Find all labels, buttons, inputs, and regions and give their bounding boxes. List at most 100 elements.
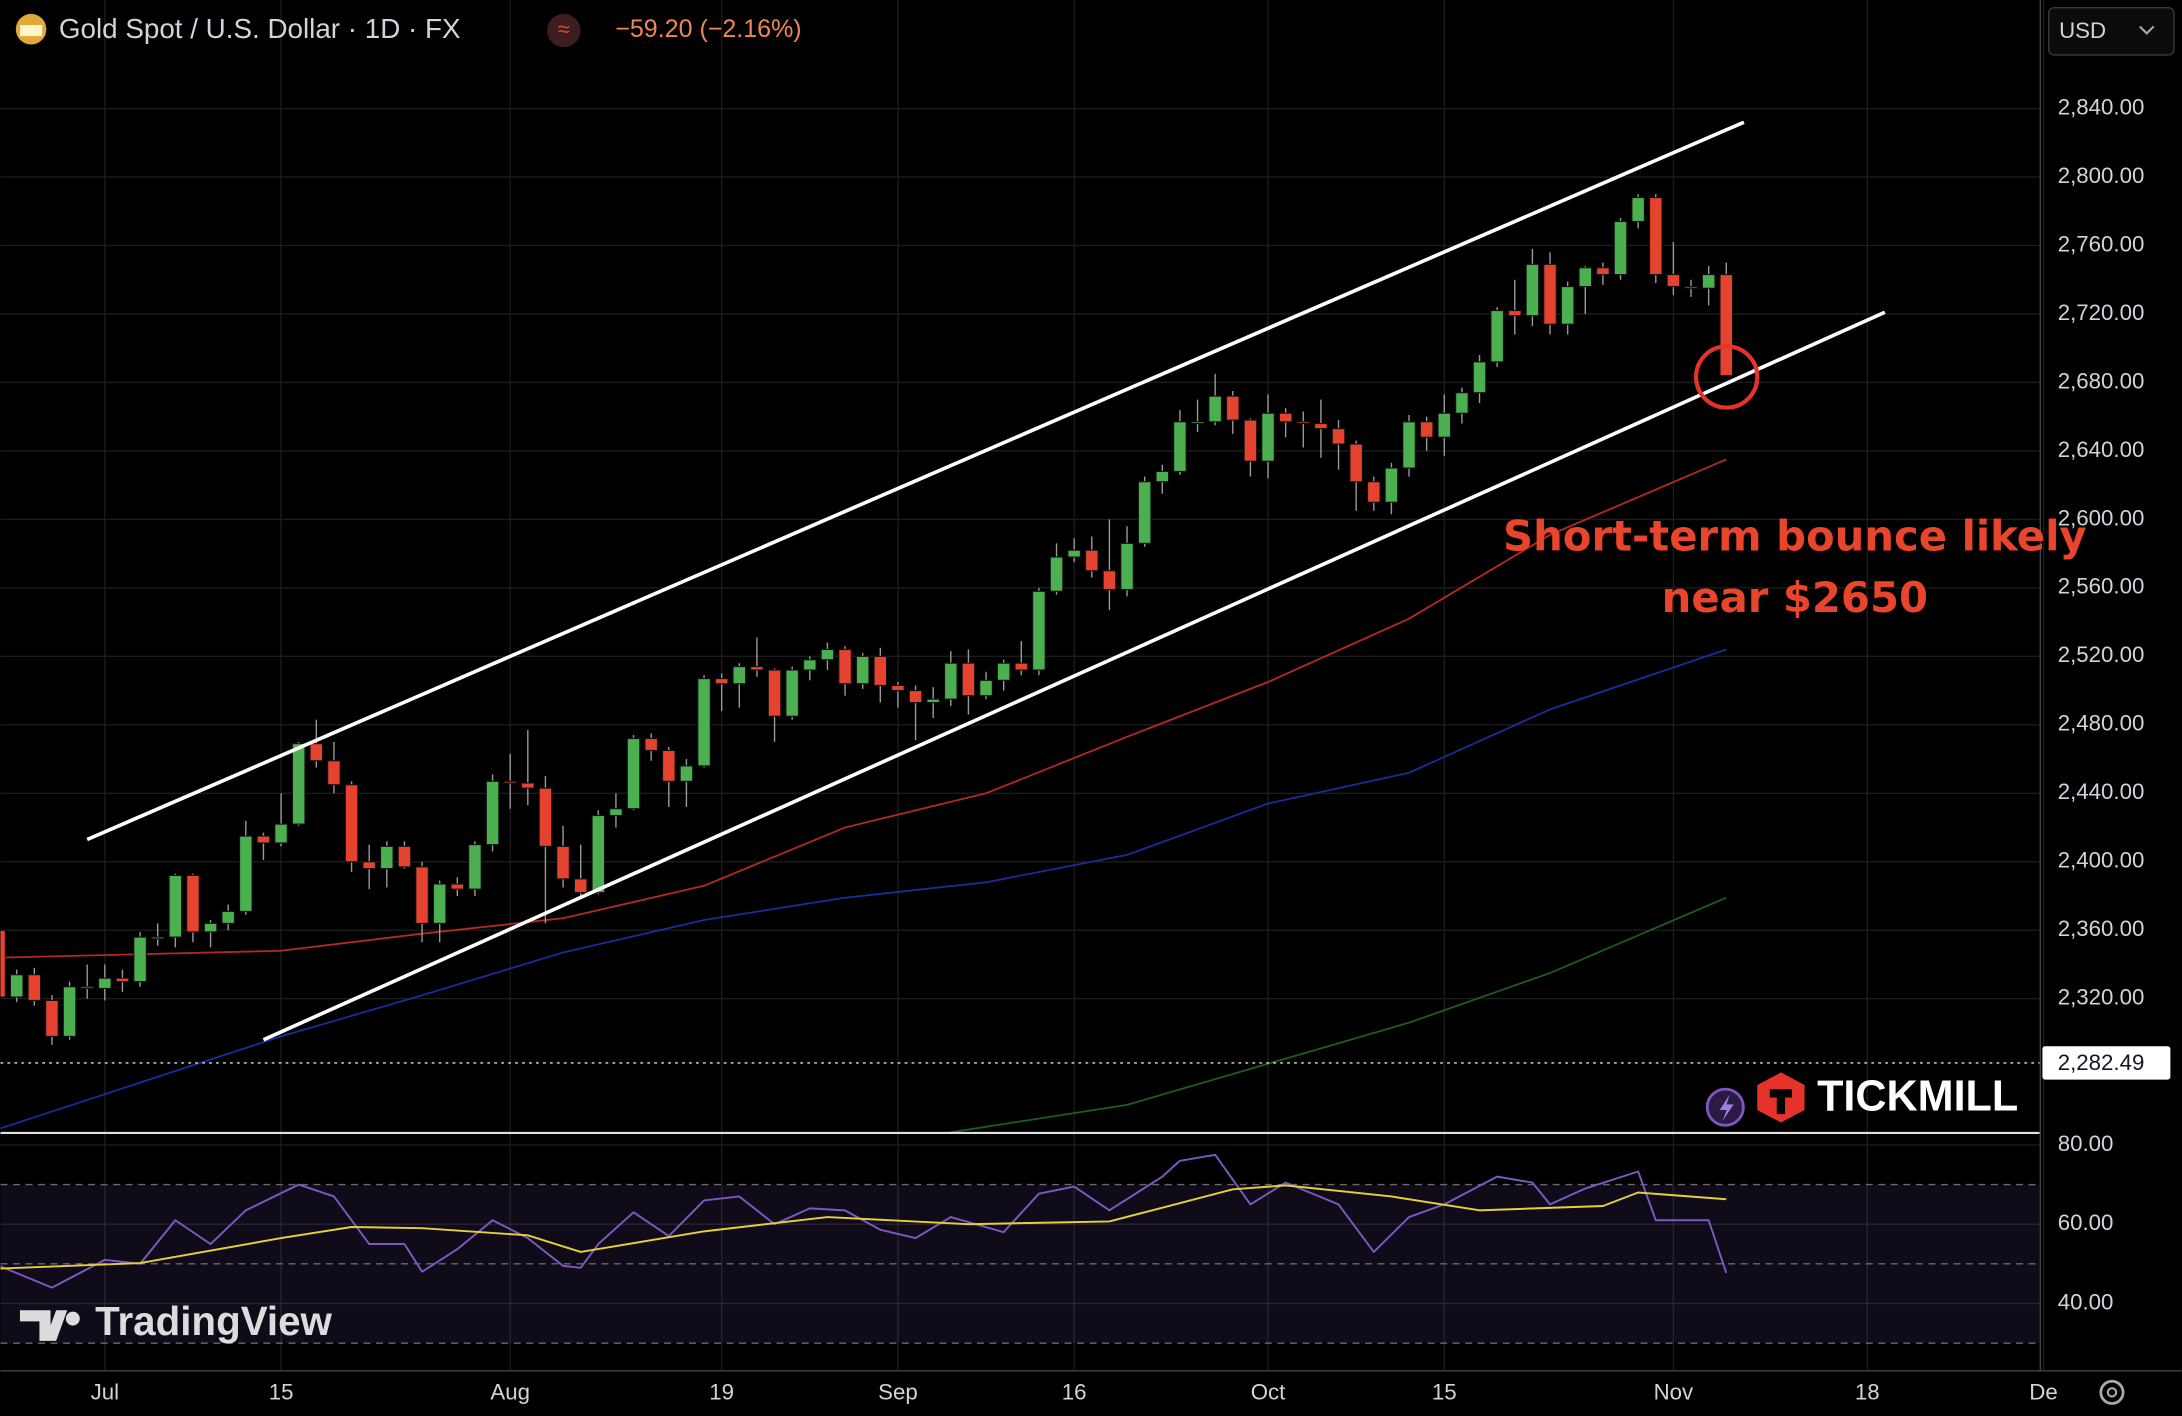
candle-body — [239, 835, 253, 912]
y-tick-label: 2,800.00 — [2058, 163, 2145, 188]
candle-body — [626, 737, 641, 810]
candle-body — [150, 936, 165, 940]
candle-body — [1560, 286, 1575, 325]
candle-body — [344, 784, 359, 863]
candle-body — [1472, 361, 1487, 394]
y-tick-label: 2,400.00 — [2058, 848, 2145, 873]
candle-body — [609, 808, 623, 817]
settings-icon[interactable] — [2099, 1379, 2125, 1405]
x-tick-label: 18 — [1855, 1380, 1880, 1405]
candle-body — [1067, 549, 1081, 558]
tickmill-logo-mark — [1769, 1089, 1793, 1115]
candle-body — [785, 669, 799, 717]
y-tick-label: 2,560.00 — [2058, 574, 2145, 599]
tradingview-watermark: TradingView — [95, 1298, 332, 1344]
candle-body — [1084, 549, 1099, 572]
y-tick-label: 60.00 — [2058, 1210, 2114, 1235]
candle-body — [873, 655, 888, 686]
candle-body — [62, 986, 77, 1037]
candle-body — [397, 845, 412, 868]
candle-body — [432, 883, 447, 924]
candle-body — [644, 737, 658, 752]
candle-body — [1173, 421, 1187, 473]
candle-body — [1155, 470, 1170, 483]
candle-body — [838, 648, 852, 685]
candle-body — [1349, 443, 1363, 483]
lightning-glyph — [1719, 1094, 1734, 1122]
symbol-icon-bar — [19, 25, 43, 37]
grid — [0, 0, 2045, 1371]
candle-body — [80, 986, 95, 990]
candle-body — [661, 749, 676, 782]
candle-body — [520, 782, 535, 789]
candle-body — [1419, 421, 1434, 438]
candle-body — [1631, 196, 1645, 223]
y-tick-label: 2,440.00 — [2058, 779, 2145, 804]
moving-average — [950, 896, 1727, 1133]
candle-body — [1490, 309, 1504, 363]
candle-body — [256, 835, 271, 844]
x-tick-label: Sep — [878, 1380, 918, 1405]
channel-line — [86, 120, 1745, 842]
candle-body — [1243, 419, 1258, 462]
candle-body — [1137, 481, 1152, 544]
candle-body — [591, 814, 606, 894]
annotation: near $2650 — [1662, 573, 1928, 622]
candle-body — [750, 666, 764, 671]
candle-body — [115, 977, 130, 983]
candle-body — [1719, 274, 1734, 377]
candle-body — [573, 878, 588, 894]
candle-body — [362, 861, 377, 870]
candle-body — [98, 977, 112, 990]
moving-average — [0, 648, 1727, 1130]
y-tick-label: 2,520.00 — [2058, 642, 2145, 667]
candle-body — [943, 662, 958, 700]
candle-body — [1525, 263, 1540, 317]
candle-body — [538, 787, 553, 847]
x-tick-label: 19 — [709, 1380, 734, 1405]
candle-body — [1102, 570, 1117, 591]
candle-body — [309, 743, 324, 762]
candle-body — [1701, 274, 1716, 289]
candle-body — [9, 974, 24, 998]
candle-body — [203, 922, 218, 933]
candle-body — [1014, 662, 1029, 671]
rsi-line — [0, 1184, 1727, 1270]
moving-average — [0, 458, 1727, 959]
candle-body — [468, 844, 482, 890]
candle-body — [415, 866, 429, 924]
candle-body — [1437, 412, 1452, 438]
candle-body — [1190, 421, 1205, 425]
currency-label[interactable]: USD — [2059, 18, 2106, 43]
candle-body — [1225, 395, 1240, 421]
candle-body — [327, 760, 341, 786]
candle-body — [1666, 274, 1681, 288]
candle-body — [679, 765, 694, 782]
y-tick-label: 2,840.00 — [2058, 94, 2145, 119]
x-tick-label: Jul — [91, 1380, 119, 1405]
candle-body — [1543, 263, 1557, 325]
currency-button[interactable] — [2047, 6, 2175, 56]
tradingview-logo — [19, 1310, 68, 1341]
candle-body — [1402, 421, 1416, 469]
candle-body — [1684, 286, 1698, 289]
y-tick-label: 80.00 — [2058, 1131, 2114, 1156]
candle-body — [274, 823, 288, 844]
candle-body — [1366, 481, 1381, 503]
candle-body — [1578, 267, 1593, 288]
candle-body — [1208, 395, 1222, 423]
candle-body — [133, 936, 147, 983]
candle-body — [908, 690, 923, 704]
candle-body — [168, 874, 183, 938]
settings-icon-center — [2106, 1387, 2118, 1398]
candle-body — [1455, 392, 1469, 414]
candle-body — [1032, 590, 1046, 671]
candle-body — [0, 929, 6, 998]
y-tick-label: 2,480.00 — [2058, 711, 2145, 736]
candle-body — [503, 780, 518, 784]
y-tick-label: 2,360.00 — [2058, 916, 2145, 941]
candle-body — [697, 678, 711, 767]
